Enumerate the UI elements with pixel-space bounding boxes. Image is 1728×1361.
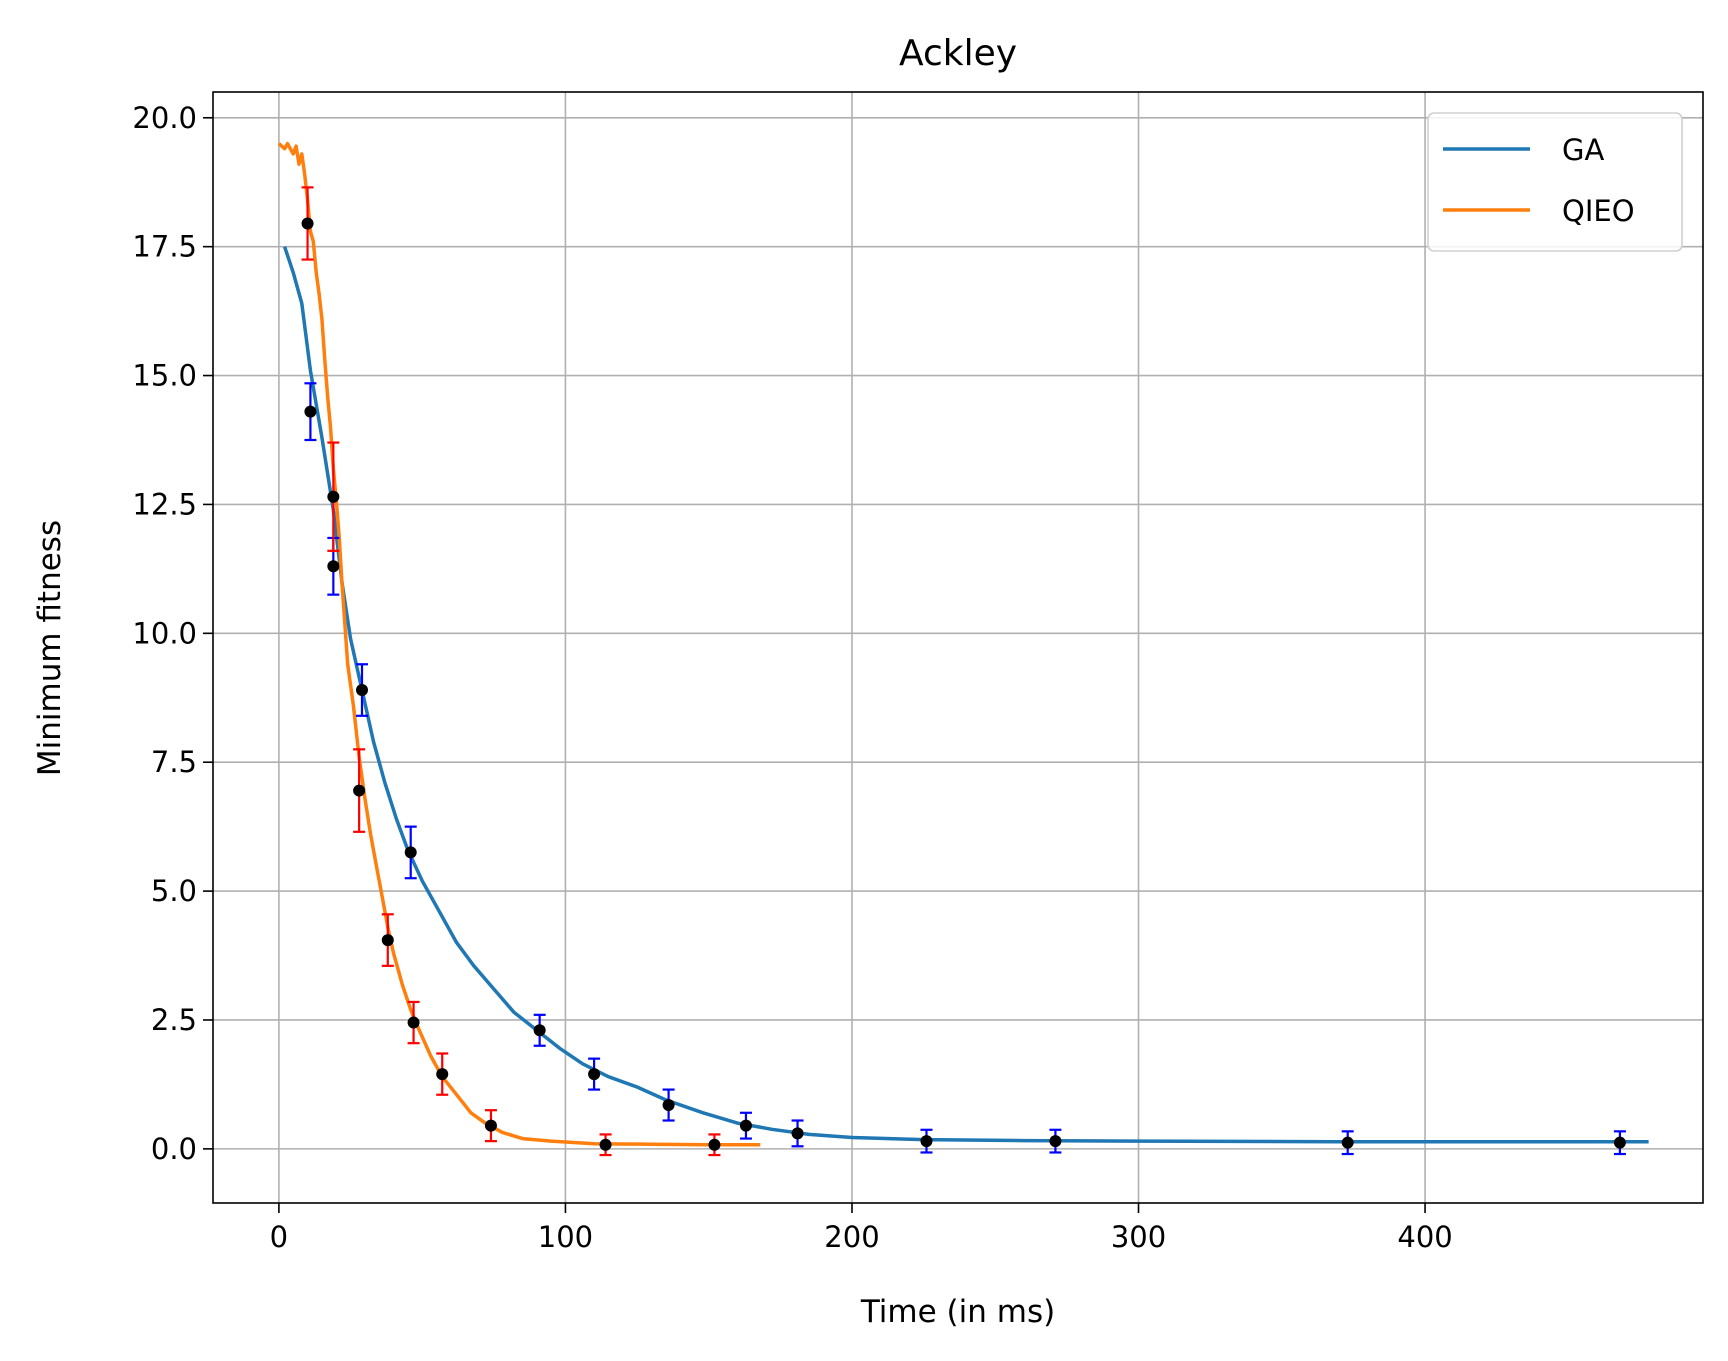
error-bar-ga: [662, 1088, 675, 1122]
y-tick-label: 15.0: [132, 359, 197, 393]
legend-box: [1427, 112, 1683, 252]
data-point-ga: [1613, 1136, 1626, 1149]
x-axis-label: Time (in ms): [860, 1294, 1055, 1330]
data-point-ga: [304, 405, 317, 418]
data-point-ga: [588, 1068, 601, 1081]
data-point-ga: [1341, 1136, 1354, 1149]
data-point-ga: [533, 1024, 546, 1037]
error-bar-qieo: [407, 1000, 420, 1045]
y-tick-label: 7.5: [151, 745, 197, 779]
data-point-qieo: [708, 1138, 721, 1151]
error-bar-ga: [356, 663, 368, 717]
data-point-ga: [662, 1099, 675, 1112]
x-tick-label: 100: [538, 1220, 593, 1254]
data-point-qieo: [353, 784, 366, 797]
error-bar-ga: [920, 1128, 933, 1154]
error-bars: [301, 186, 1626, 1157]
ticks: 0 100 200 300 400 0.0 2.5 5.0 7.5 10.0 12.5 15.0 17.…: [132, 101, 1452, 1254]
y-tick-label: 12.5: [132, 487, 197, 521]
data-point-qieo: [599, 1138, 612, 1151]
x-tick-label: 200: [824, 1220, 879, 1254]
data-point-qieo: [327, 490, 340, 503]
data-point-qieo: [381, 934, 394, 947]
y-tick-label: 0.0: [151, 1132, 197, 1166]
data-point-ga: [791, 1127, 804, 1140]
error-bar-ga: [304, 382, 317, 442]
data-point-qieo: [407, 1016, 420, 1029]
error-bar-qieo: [327, 441, 340, 552]
y-tick-label: 10.0: [132, 616, 197, 650]
error-bar-qieo: [301, 186, 314, 261]
error-bar-ga: [1341, 1130, 1354, 1156]
y-tick-label: 5.0: [151, 874, 197, 908]
error-bar-ga: [1049, 1128, 1062, 1154]
data-point-ga: [327, 560, 340, 573]
data-point-ga: [1049, 1135, 1062, 1148]
error-bar-ga: [588, 1057, 601, 1091]
data-point-qieo: [436, 1068, 449, 1081]
x-tick-label: 300: [1111, 1220, 1166, 1254]
data-point-ga: [739, 1119, 752, 1132]
y-axis-label: Minimum fitness: [32, 520, 68, 776]
data-point-ga: [356, 684, 368, 697]
x-tick-label: 400: [1397, 1220, 1452, 1254]
data-point-ga: [404, 846, 417, 859]
y-tick-label: 2.5: [151, 1003, 197, 1037]
legend: GA QIEO: [1427, 112, 1683, 252]
error-bar-qieo: [708, 1133, 721, 1157]
error-bar-qieo: [353, 748, 366, 833]
error-bar-ga: [533, 1013, 546, 1047]
y-tick-label: 20.0: [132, 101, 197, 135]
error-bar-ga: [791, 1119, 804, 1148]
error-bar-ga: [1613, 1130, 1626, 1156]
legend-label-qieo: QIEO: [1562, 194, 1635, 228]
y-tick-label: 17.5: [132, 230, 197, 264]
grid: [213, 92, 1703, 1203]
error-bar-qieo: [436, 1052, 449, 1096]
error-bar-qieo: [484, 1109, 497, 1143]
data-point-ga: [920, 1135, 933, 1148]
error-bar-qieo: [381, 913, 394, 967]
error-bar-ga: [404, 825, 417, 880]
plot-frame: [212, 91, 1704, 1204]
legend-label-ga: GA: [1562, 133, 1604, 167]
data-point-qieo: [484, 1119, 497, 1132]
x-tick-label: 0: [270, 1220, 288, 1254]
error-bar-qieo: [599, 1133, 612, 1157]
data-point-qieo: [301, 217, 314, 230]
error-bar-ga: [739, 1111, 752, 1140]
chart-title: Ackley: [899, 33, 1017, 74]
